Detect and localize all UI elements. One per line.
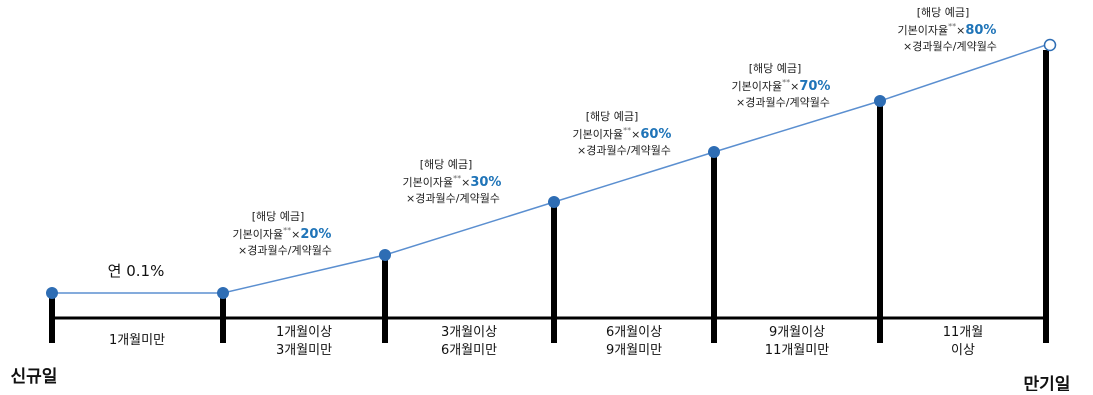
note-fraction: ×경과월수/계약월수 — [736, 95, 830, 109]
note-formula: 기본이자율**×20% — [233, 226, 332, 242]
segment-label: 6개월이상 — [606, 325, 662, 340]
segment-label: 3개월이상 — [441, 325, 497, 340]
point-1-month — [217, 287, 229, 299]
note-fraction: ×경과월수/계약월수 — [238, 243, 332, 257]
end-date-label: 만기일 — [1024, 375, 1071, 391]
point-3-month — [379, 249, 391, 261]
rate-note-30: [해당 예금] 기본이자율**×30% ×경과월수/계약월수 — [403, 157, 502, 205]
segment-label: 이상 — [951, 343, 975, 358]
note-heading: [해당 예금] — [420, 157, 473, 171]
note-formula: 기본이자율**×60% — [573, 126, 672, 142]
point-maturity — [1043, 38, 1057, 52]
note-heading: [해당 예금] — [586, 109, 639, 123]
rate-note-60: [해당 예금] 기본이자율**×60% ×경과월수/계약월수 — [573, 109, 672, 157]
rate-note-20: [해당 예금] 기본이자율**×20% ×경과월수/계약월수 — [233, 209, 332, 257]
segment-label: 1개월미만 — [109, 333, 165, 348]
rate-line — [52, 44, 1047, 294]
note-heading: [해당 예금] — [749, 61, 802, 75]
segment-label: 1개월이상 — [276, 325, 332, 340]
note-heading: [해당 예금] — [917, 5, 970, 19]
rate-note-70: [해당 예금] 기본이자율**×70% ×경과월수/계약월수 — [732, 61, 831, 109]
base-rate-label: 연 0.1% — [108, 262, 165, 280]
note-formula: 기본이자율**×80% — [898, 22, 997, 38]
rate-note-80: [해당 예금] 기본이자율**×80% ×경과월수/계약월수 — [898, 5, 997, 53]
segment-label: 11개월미만 — [765, 343, 829, 358]
note-formula: 기본이자율**×30% — [403, 174, 502, 190]
segment-label: 6개월미만 — [441, 343, 497, 358]
note-fraction: ×경과월수/계약월수 — [903, 39, 997, 53]
segment-label: 11개월 — [943, 325, 983, 340]
point-9-month — [708, 146, 720, 158]
segment-label: 9개월이상 — [769, 325, 825, 340]
note-fraction: ×경과월수/계약월수 — [577, 143, 671, 157]
note-fraction: ×경과월수/계약월수 — [406, 191, 500, 205]
point-11-month — [874, 95, 886, 107]
segment-label: 9개월미만 — [606, 343, 662, 358]
note-heading: [해당 예금] — [252, 209, 305, 223]
note-formula: 기본이자율**×70% — [732, 78, 831, 94]
point-6-month — [548, 196, 560, 208]
point-start — [46, 287, 58, 299]
start-date-label: 신규일 — [11, 367, 58, 387]
segment-label: 3개월미만 — [276, 343, 332, 358]
